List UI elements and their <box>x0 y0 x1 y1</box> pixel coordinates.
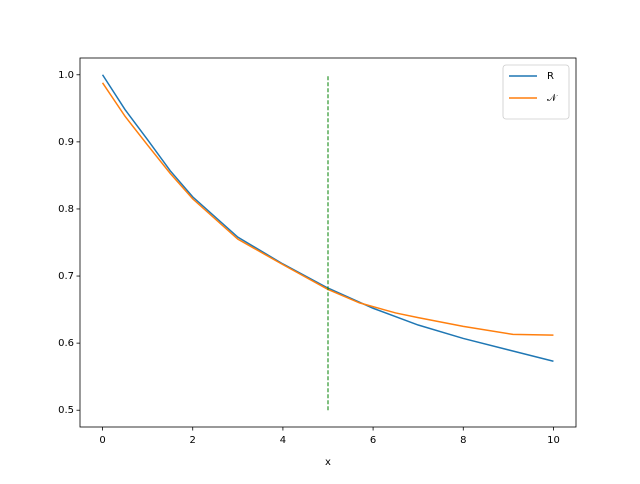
legend-label: 𝒩 <box>547 93 558 104</box>
x-axis-label: x <box>325 457 331 468</box>
x-tick-label: 8 <box>460 435 466 446</box>
x-tick-label: 6 <box>370 435 376 446</box>
legend-box <box>502 64 570 120</box>
x-tick-label: 10 <box>547 435 560 446</box>
y-tick-label: 0.5 <box>58 405 74 416</box>
x-tick-label: 4 <box>280 435 286 446</box>
y-tick-label: 0.8 <box>58 204 74 215</box>
legend-label: R <box>547 71 554 82</box>
y-tick-label: 0.6 <box>58 338 74 349</box>
y-tick-label: 1.0 <box>58 70 74 81</box>
axes-frame <box>79 57 577 428</box>
x-tick-label: 2 <box>190 435 196 446</box>
line-series <box>101 82 554 336</box>
y-tick-label: 0.9 <box>58 137 74 148</box>
x-tick-label: 0 <box>99 435 105 446</box>
y-tick-label: 0.7 <box>58 271 74 282</box>
